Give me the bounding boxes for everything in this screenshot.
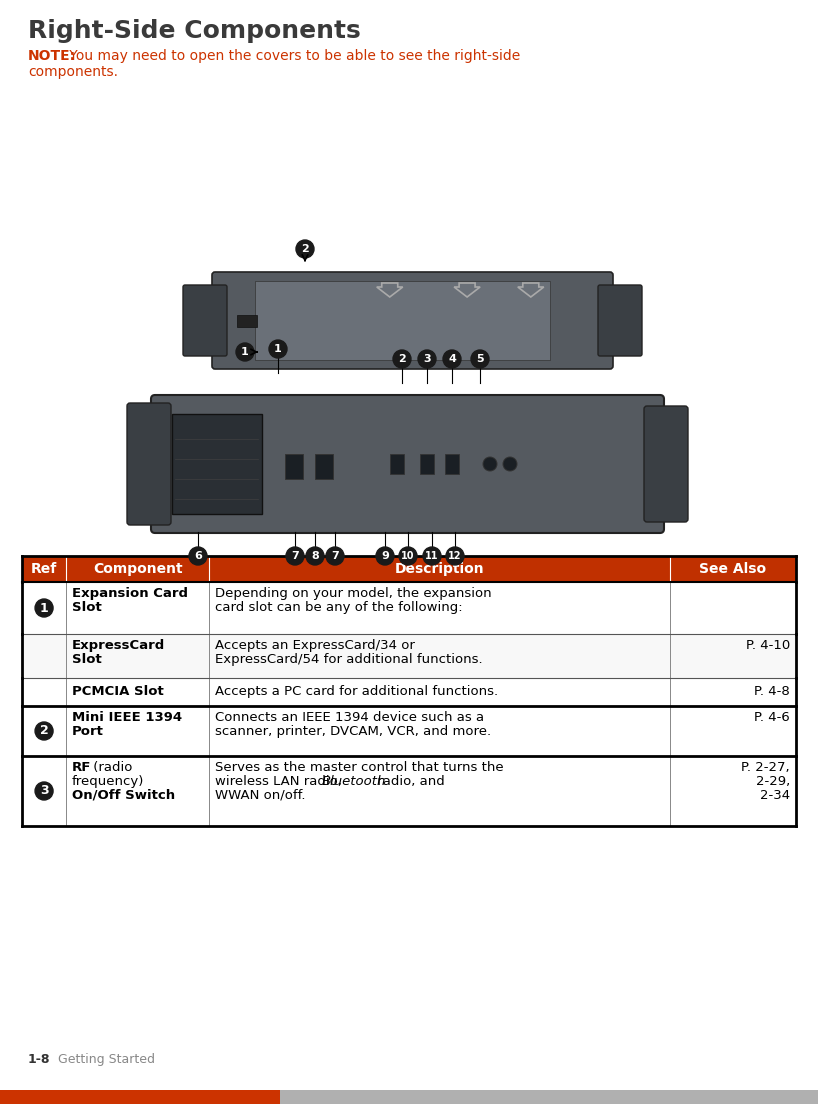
- Text: Expansion Card: Expansion Card: [72, 587, 188, 599]
- FancyBboxPatch shape: [644, 406, 688, 522]
- Text: Serves as the master control that turns the: Serves as the master control that turns …: [215, 761, 504, 774]
- FancyBboxPatch shape: [598, 285, 642, 355]
- Text: 2: 2: [40, 724, 48, 737]
- Bar: [22, 756, 796, 826]
- Circle shape: [376, 546, 394, 565]
- Text: components.: components.: [28, 65, 118, 79]
- Text: P. 4-10: P. 4-10: [746, 639, 790, 652]
- Circle shape: [446, 546, 464, 565]
- Bar: [280, 1090, 818, 1104]
- Text: radio, and: radio, and: [373, 775, 445, 788]
- Circle shape: [471, 350, 489, 368]
- Text: card slot can be any of the following:: card slot can be any of the following:: [215, 601, 463, 614]
- Text: 1-8: 1-8: [28, 1053, 51, 1066]
- FancyBboxPatch shape: [151, 395, 664, 533]
- FancyBboxPatch shape: [183, 285, 227, 355]
- Text: Accepts a PC card for additional functions.: Accepts a PC card for additional functio…: [215, 684, 498, 698]
- Text: RF: RF: [72, 761, 92, 774]
- Text: 6: 6: [194, 551, 202, 561]
- Text: 2: 2: [301, 244, 309, 254]
- Text: 3: 3: [40, 785, 48, 797]
- Bar: [237, 315, 257, 327]
- Circle shape: [326, 546, 344, 565]
- Bar: [22, 678, 796, 705]
- Circle shape: [269, 340, 287, 358]
- Circle shape: [503, 457, 517, 471]
- Circle shape: [35, 782, 53, 800]
- Text: ExpressCard/54 for additional functions.: ExpressCard/54 for additional functions.: [215, 652, 483, 666]
- Bar: [315, 454, 333, 479]
- Circle shape: [306, 546, 324, 565]
- Text: Depending on your model, the expansion: Depending on your model, the expansion: [215, 587, 492, 599]
- Text: 12: 12: [448, 551, 461, 561]
- Text: NOTE:: NOTE:: [28, 49, 76, 63]
- Text: P. 4-8: P. 4-8: [754, 684, 790, 698]
- Text: Component: Component: [93, 562, 182, 576]
- Circle shape: [399, 546, 417, 565]
- Text: ExpressCard: ExpressCard: [72, 639, 165, 652]
- Text: Connects an IEEE 1394 device such as a: Connects an IEEE 1394 device such as a: [215, 711, 484, 724]
- Bar: [390, 454, 404, 474]
- Text: frequency): frequency): [72, 775, 145, 788]
- Text: Accepts an ExpressCard/34 or: Accepts an ExpressCard/34 or: [215, 639, 416, 652]
- Bar: [445, 454, 459, 474]
- Bar: [22, 634, 796, 678]
- Circle shape: [189, 546, 207, 565]
- Circle shape: [236, 343, 254, 361]
- Text: 4: 4: [448, 354, 456, 364]
- Text: Description: Description: [395, 562, 484, 576]
- Bar: [420, 454, 434, 474]
- Text: scanner, printer, DVCAM, VCR, and more.: scanner, printer, DVCAM, VCR, and more.: [215, 725, 492, 737]
- Circle shape: [393, 350, 411, 368]
- Circle shape: [443, 350, 461, 368]
- Text: 7: 7: [291, 551, 299, 561]
- Text: Right-Side Components: Right-Side Components: [28, 19, 361, 43]
- Circle shape: [35, 599, 53, 617]
- Text: 11: 11: [425, 551, 438, 561]
- Text: PCMCIA Slot: PCMCIA Slot: [72, 684, 164, 698]
- Text: 8: 8: [311, 551, 319, 561]
- Text: You may need to open the covers to be able to see the right-side: You may need to open the covers to be ab…: [65, 49, 520, 63]
- Text: 10: 10: [402, 551, 415, 561]
- Circle shape: [286, 546, 304, 565]
- Text: 2: 2: [398, 354, 406, 364]
- Text: On/Off Switch: On/Off Switch: [72, 789, 175, 802]
- Text: Ref: Ref: [31, 562, 57, 576]
- Text: 2-29,: 2-29,: [756, 775, 790, 788]
- Text: Getting Started: Getting Started: [46, 1053, 155, 1066]
- Text: 1: 1: [40, 602, 48, 615]
- Text: 9: 9: [381, 551, 389, 561]
- Bar: [0, 1090, 280, 1104]
- Text: P. 4-6: P. 4-6: [754, 711, 790, 724]
- Bar: [285, 454, 303, 479]
- Circle shape: [483, 457, 497, 471]
- FancyBboxPatch shape: [212, 272, 613, 369]
- Circle shape: [296, 240, 314, 258]
- Text: Bluetooth: Bluetooth: [321, 775, 385, 788]
- Bar: [255, 282, 550, 360]
- Bar: [22, 705, 796, 756]
- Text: 7: 7: [331, 551, 339, 561]
- Circle shape: [423, 546, 441, 565]
- Bar: [22, 582, 796, 634]
- Text: Slot: Slot: [72, 652, 102, 666]
- Text: See Also: See Also: [699, 562, 766, 576]
- Bar: [22, 556, 796, 582]
- Text: wireless LAN radio,: wireless LAN radio,: [215, 775, 347, 788]
- Text: WWAN on/off.: WWAN on/off.: [215, 789, 306, 802]
- Bar: [172, 414, 262, 514]
- Circle shape: [35, 722, 53, 740]
- Text: 3: 3: [423, 354, 431, 364]
- Text: Port: Port: [72, 725, 104, 737]
- Text: Slot: Slot: [72, 601, 102, 614]
- FancyBboxPatch shape: [127, 403, 171, 526]
- Text: P. 2-27,: P. 2-27,: [741, 761, 790, 774]
- Text: 1: 1: [241, 347, 249, 357]
- Text: (radio: (radio: [89, 761, 133, 774]
- Circle shape: [418, 350, 436, 368]
- Text: 1: 1: [274, 344, 282, 354]
- Text: Mini IEEE 1394: Mini IEEE 1394: [72, 711, 182, 724]
- Text: 5: 5: [476, 354, 483, 364]
- Text: 2-34: 2-34: [760, 789, 790, 802]
